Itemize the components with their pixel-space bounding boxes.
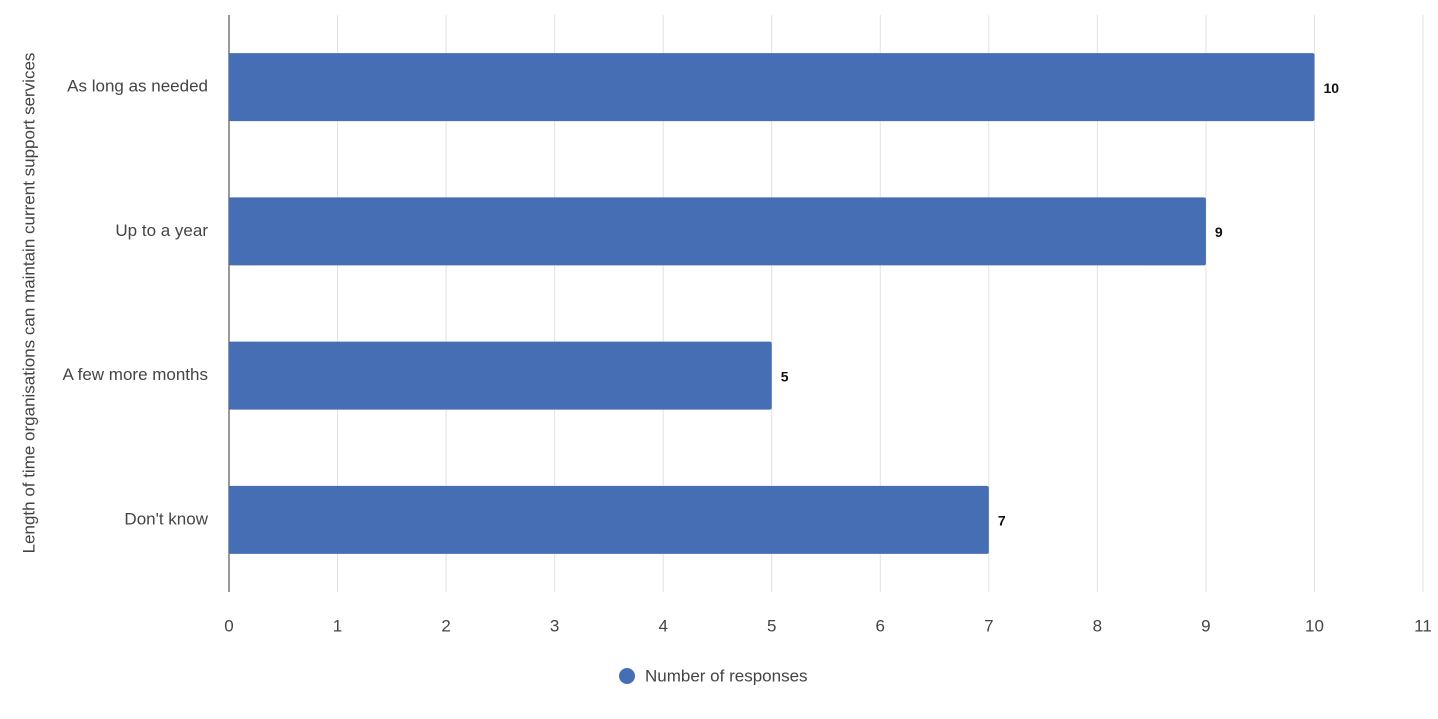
x-tick-label: 1 <box>333 616 342 635</box>
x-tick-label: 10 <box>1305 616 1324 635</box>
legend-label: Number of responses <box>645 666 808 685</box>
bar <box>229 197 1206 266</box>
bar <box>229 53 1315 122</box>
legend-marker <box>619 668 635 684</box>
x-tick-label: 5 <box>767 616 776 635</box>
y-tick-label: A few more months <box>62 365 208 384</box>
x-tick-label: 0 <box>224 616 233 635</box>
x-tick-label: 2 <box>441 616 450 635</box>
y-tick-label: Up to a year <box>115 221 208 240</box>
x-tick-label: 11 <box>1414 616 1432 635</box>
data-label: 10 <box>1323 80 1339 96</box>
data-label: 5 <box>781 368 789 384</box>
data-label: 7 <box>998 513 1006 529</box>
x-tick-label: 8 <box>1093 616 1102 635</box>
x-tick-label: 7 <box>984 616 993 635</box>
bar <box>229 341 772 410</box>
y-tick-label: As long as needed <box>67 77 208 96</box>
y-tick-label: Don't know <box>124 509 208 528</box>
data-label: 9 <box>1215 224 1223 240</box>
bar <box>229 485 989 554</box>
x-tick-label: 3 <box>550 616 559 635</box>
x-tick-label: 4 <box>658 616 667 635</box>
y-axis-title: Length of time organisations can maintai… <box>19 53 38 554</box>
x-tick-label: 6 <box>876 616 885 635</box>
x-tick-label: 9 <box>1201 616 1210 635</box>
